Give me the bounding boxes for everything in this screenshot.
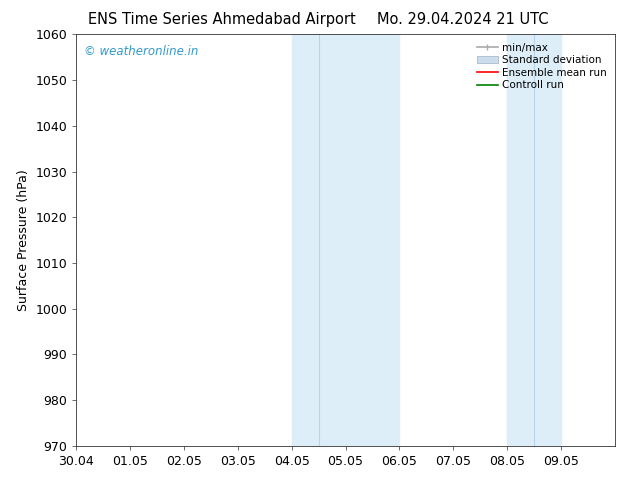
Bar [318,34,399,446]
Y-axis label: Surface Pressure (hPa): Surface Pressure (hPa) [16,169,30,311]
Bar [534,34,561,446]
Text: © weatheronline.in: © weatheronline.in [84,45,198,58]
Legend: min/max, Standard deviation, Ensemble mean run, Controll run: min/max, Standard deviation, Ensemble me… [474,40,610,94]
Text: ENS Time Series Ahmedabad Airport: ENS Time Series Ahmedabad Airport [88,12,356,27]
Bar [292,34,318,446]
Bar [507,34,534,446]
Text: Mo. 29.04.2024 21 UTC: Mo. 29.04.2024 21 UTC [377,12,548,27]
